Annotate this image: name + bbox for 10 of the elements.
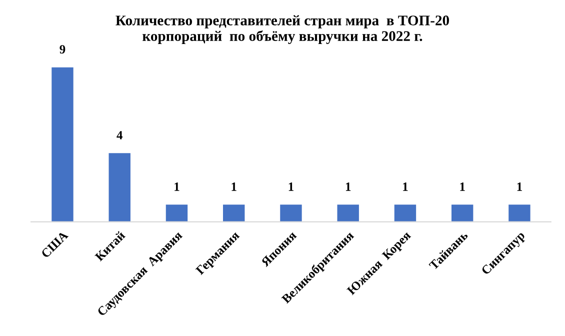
data-label: 9 [60,45,66,54]
data-label: 1 [346,182,351,191]
data-label: 4 [116,131,123,140]
data-label: 1 [403,182,408,191]
data-label: 1 [288,182,294,191]
data-label: 1 [517,182,522,191]
data-label: 1 [232,182,236,191]
chart-title: Количество представителей стран мира в ТОП-20 корпораций по объёму выручки на 2022 г. [116,15,449,44]
data-label: 1 [460,182,465,191]
data-label: 1 [174,182,180,191]
